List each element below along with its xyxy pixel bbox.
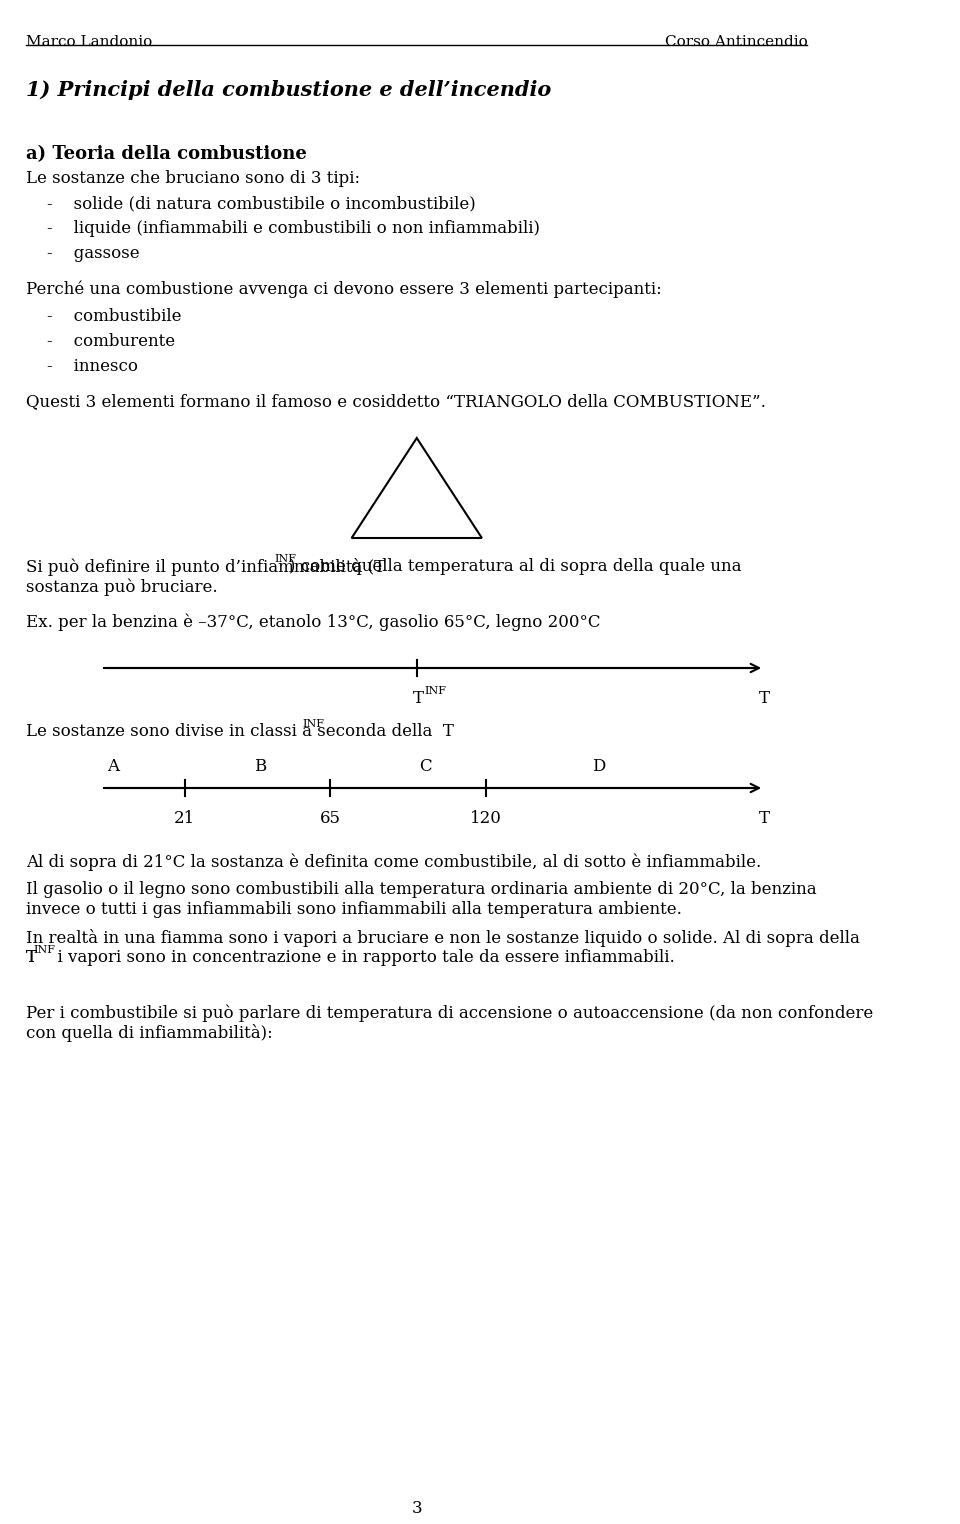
Text: sostanza può bruciare.: sostanza può bruciare. xyxy=(26,578,218,596)
Text: INF: INF xyxy=(424,686,446,696)
Text: Per i combustibile si può parlare di temperatura di accensione o autoaccensione : Per i combustibile si può parlare di tem… xyxy=(26,1004,874,1021)
Text: T: T xyxy=(26,949,37,966)
Text: -    solide (di natura combustibile o incombustibile): - solide (di natura combustibile o incom… xyxy=(26,195,476,212)
Text: 3: 3 xyxy=(412,1500,422,1516)
Text: Perché una combustione avvenga ci devono essere 3 elementi partecipanti:: Perché una combustione avvenga ci devono… xyxy=(26,280,661,297)
Text: Ex. per la benzina è –37°C, etanolo 13°C, gasolio 65°C, legno 200°C: Ex. per la benzina è –37°C, etanolo 13°C… xyxy=(26,613,601,631)
Text: Le sostanze che bruciano sono di 3 tipi:: Le sostanze che bruciano sono di 3 tipi: xyxy=(26,171,360,187)
Text: Questi 3 elementi formano il famoso e cosiddetto “TRIANGOLO della COMBUSTIONE”.: Questi 3 elementi formano il famoso e co… xyxy=(26,393,766,410)
Text: INF: INF xyxy=(275,555,297,564)
Text: -    innesco: - innesco xyxy=(26,358,138,375)
Text: Marco Landonio: Marco Landonio xyxy=(26,35,153,49)
Text: -    gassose: - gassose xyxy=(26,245,139,262)
Text: INF: INF xyxy=(302,719,324,728)
Text: INF: INF xyxy=(33,945,55,956)
Text: T: T xyxy=(26,949,37,966)
Text: con quella di infiammabilità):: con quella di infiammabilità): xyxy=(26,1024,273,1042)
Text: 1) Principi della combustione e dell’incendio: 1) Principi della combustione e dell’inc… xyxy=(26,79,551,101)
Text: T: T xyxy=(413,690,423,707)
Text: C: C xyxy=(420,757,432,776)
Text: Il gasolio o il legno sono combustibili alla temperatura ordinaria ambiente di 2: Il gasolio o il legno sono combustibili … xyxy=(26,881,817,898)
Text: 65: 65 xyxy=(320,809,341,828)
Text: T: T xyxy=(758,809,770,828)
Text: -    combustibile: - combustibile xyxy=(26,308,181,325)
Text: A: A xyxy=(107,757,119,776)
Text: ) come quella temperatura al di sopra della quale una: ) come quella temperatura al di sopra de… xyxy=(289,558,741,575)
Text: Al di sopra di 21°C la sostanza è definita come combustibile, al di sotto è infi: Al di sopra di 21°C la sostanza è defini… xyxy=(26,853,761,870)
Text: T: T xyxy=(758,690,770,707)
Text: In realtà in una fiamma sono i vapori a bruciare e non le sostanze liquido o sol: In realtà in una fiamma sono i vapori a … xyxy=(26,930,860,946)
Text: Si può definire il punto d’infiammabilità (T: Si può definire il punto d’infiammabilit… xyxy=(26,558,385,576)
Text: 21: 21 xyxy=(175,809,196,828)
Text: -    liquide (infiammabili e combustibili o non infiammabili): - liquide (infiammabili e combustibili o… xyxy=(26,219,540,238)
Text: B: B xyxy=(254,757,267,776)
Text: invece o tutti i gas infiammabili sono infiammabili alla temperatura ambiente.: invece o tutti i gas infiammabili sono i… xyxy=(26,901,682,917)
Text: a) Teoria della combustione: a) Teoria della combustione xyxy=(26,145,307,163)
Text: Le sostanze sono divise in classi a seconda della  T: Le sostanze sono divise in classi a seco… xyxy=(26,722,454,741)
Text: 120: 120 xyxy=(470,809,502,828)
Text: -    comburente: - comburente xyxy=(26,334,175,351)
Text: Corso Antincendio: Corso Antincendio xyxy=(664,35,807,49)
Text: i vapori sono in concentrazione e in rapporto tale da essere infiammabili.: i vapori sono in concentrazione e in rap… xyxy=(47,949,675,966)
Text: D: D xyxy=(592,757,606,776)
